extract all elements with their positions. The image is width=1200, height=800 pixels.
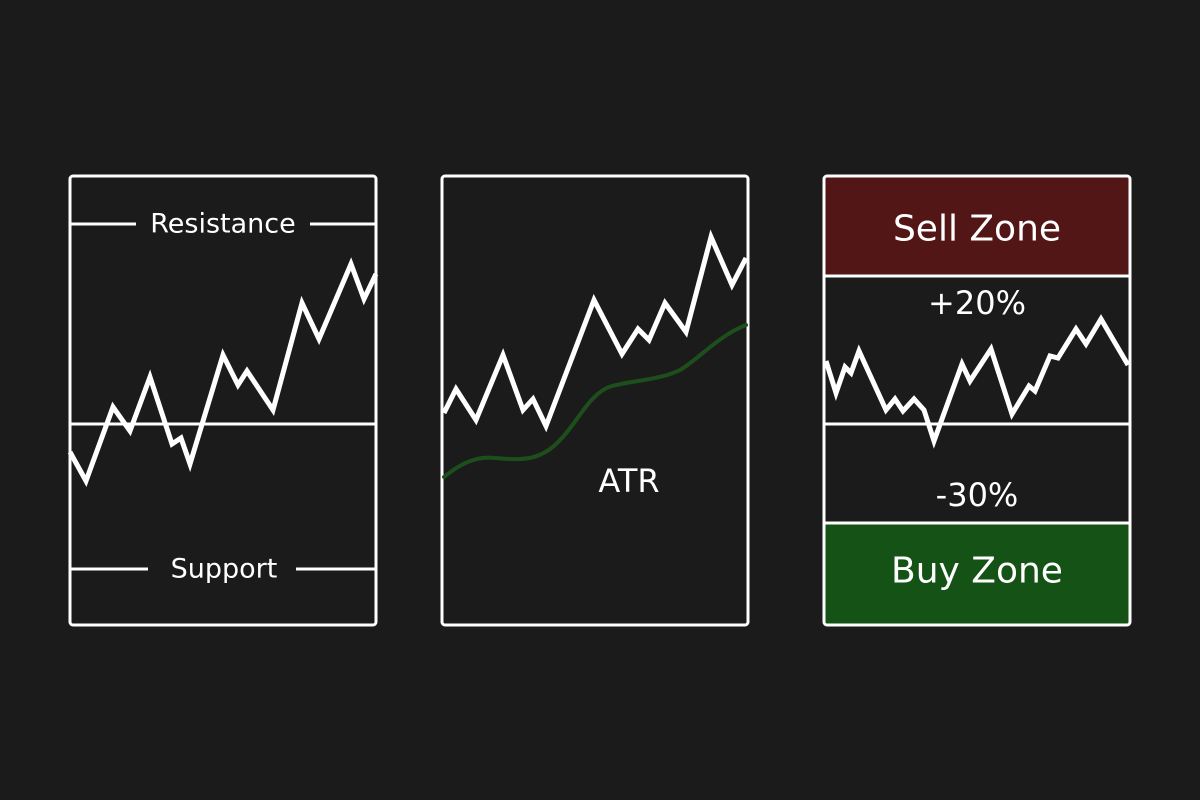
buy-zone-fill xyxy=(824,523,1130,625)
price-line-1 xyxy=(67,257,379,488)
sell-zone-label: Sell Zone xyxy=(893,209,1061,250)
zones-panel: Sell Zone +20% -30% Buy Zone xyxy=(822,174,1132,627)
zones-frame xyxy=(822,174,1132,627)
resistance-label: Resistance xyxy=(150,209,296,240)
support-label: Support xyxy=(171,554,278,585)
price-line-2 xyxy=(441,229,749,433)
atr-curve xyxy=(442,323,748,479)
price-line-3 xyxy=(823,314,1131,449)
atr-frame xyxy=(440,174,750,627)
buy-zone-label: Buy Zone xyxy=(891,551,1063,592)
lower-percent-label: -30% xyxy=(936,476,1019,514)
support-resistance-frame xyxy=(68,174,378,627)
sell-zone-fill xyxy=(824,176,1130,276)
upper-percent-label: +20% xyxy=(928,284,1026,322)
support-resistance-panel: Resistance Support xyxy=(67,174,379,627)
atr-label: ATR xyxy=(598,462,659,500)
atr-panel: ATR xyxy=(440,174,750,627)
